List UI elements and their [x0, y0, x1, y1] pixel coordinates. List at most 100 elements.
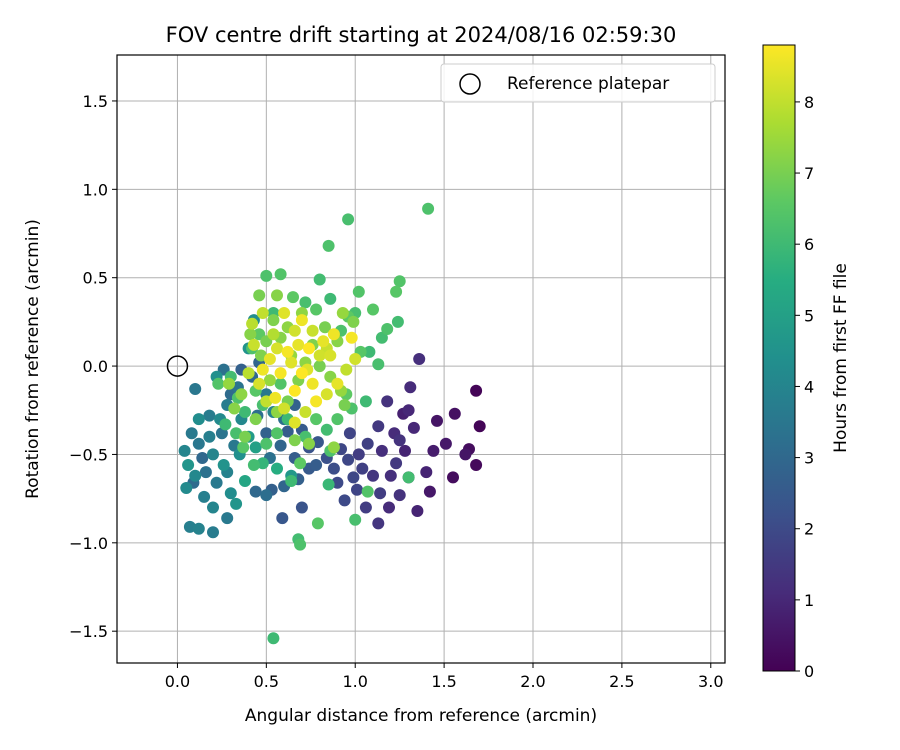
data-point [294, 538, 307, 551]
data-point [393, 275, 406, 288]
data-point [399, 444, 411, 457]
data-point [203, 409, 216, 422]
data-point [276, 512, 289, 525]
data-point [299, 406, 312, 418]
data-point [207, 501, 219, 514]
data-point [383, 501, 395, 514]
data-point [352, 285, 365, 298]
chart-title: FOV centre drift starting at 2024/08/16 … [166, 23, 677, 47]
colorbar-tick-label: 6 [804, 235, 814, 254]
data-point [260, 269, 273, 282]
data-point [423, 485, 436, 498]
x-tick-label: 0.0 [165, 672, 190, 691]
data-point [393, 434, 406, 447]
data-point [303, 437, 315, 450]
legend-entry-reference: Reference platepar [507, 74, 669, 94]
data-point [185, 427, 198, 440]
data-point [367, 303, 379, 316]
data-point [310, 459, 323, 471]
data-point [361, 437, 374, 450]
data-point [402, 471, 415, 484]
data-point [274, 439, 287, 452]
data-point [271, 289, 283, 302]
data-point [278, 307, 291, 319]
data-point [470, 459, 483, 471]
data-point [203, 430, 216, 443]
data-point [228, 402, 241, 415]
plot-frame [116, 54, 726, 664]
data-point [322, 239, 335, 252]
legend-box [440, 63, 716, 103]
data-point [253, 289, 266, 302]
data-point [320, 388, 333, 401]
data-point [404, 381, 417, 394]
data-point [294, 457, 307, 470]
data-point [207, 526, 219, 539]
legend-marker-reference [459, 73, 481, 95]
data-point [192, 522, 205, 535]
data-point [381, 323, 394, 335]
data-point [375, 444, 388, 457]
scatter-points [178, 202, 486, 645]
data-point [253, 377, 266, 390]
data-point [322, 478, 335, 491]
data-point [352, 448, 365, 461]
x-tick-label: 2.0 [520, 672, 545, 691]
data-point [347, 471, 360, 484]
data-point [327, 328, 340, 341]
data-point [239, 430, 251, 443]
reference-platepar-marker [166, 355, 189, 377]
data-point [319, 321, 331, 334]
colorbar-tick-label: 2 [804, 520, 814, 539]
colorbar: 0 1 2 3 4 5 6 7 8 Hours from first FF file [762, 44, 851, 681]
data-point [295, 501, 308, 514]
data-point [287, 291, 299, 304]
data-point [196, 452, 209, 464]
data-point [338, 494, 351, 507]
colorbar-tick-label: 1 [804, 591, 814, 610]
data-point [317, 335, 330, 348]
data-point [192, 437, 205, 450]
data-point [267, 632, 280, 645]
y-tick-label: 0.5 [83, 269, 108, 288]
x-tick-label: 1.5 [431, 672, 456, 691]
data-point [260, 437, 273, 450]
data-point [448, 407, 461, 420]
data-point [413, 353, 426, 365]
data-point [313, 360, 326, 373]
data-point [351, 483, 363, 496]
data-point [224, 487, 237, 500]
data-point [473, 420, 486, 433]
data-point [393, 489, 406, 502]
data-point [267, 328, 280, 341]
data-point [247, 338, 260, 351]
data-point [313, 349, 326, 362]
data-point [336, 307, 349, 319]
data-point [281, 345, 294, 358]
data-point [246, 317, 259, 330]
data-point [313, 273, 326, 286]
data-point [269, 391, 282, 404]
data-point [427, 444, 440, 457]
data-point [199, 466, 212, 479]
y-tick-label: 1.5 [83, 92, 108, 111]
data-point [349, 353, 362, 365]
data-point [249, 413, 262, 426]
data-point [439, 437, 452, 450]
data-point [242, 367, 255, 380]
data-point [447, 471, 459, 484]
data-point [271, 462, 283, 475]
data-point [256, 457, 269, 470]
data-point [361, 485, 374, 498]
x-axis-ticks: 0.0 0.5 1.0 1.5 2.0 2.5 3.0 [165, 663, 724, 691]
data-point [310, 413, 323, 426]
data-point [267, 314, 280, 327]
data-point [411, 505, 424, 517]
data-point [390, 457, 403, 470]
data-point [292, 338, 305, 351]
data-point [256, 307, 269, 319]
data-point [345, 331, 358, 344]
data-point [420, 466, 433, 479]
data-point [311, 517, 324, 530]
